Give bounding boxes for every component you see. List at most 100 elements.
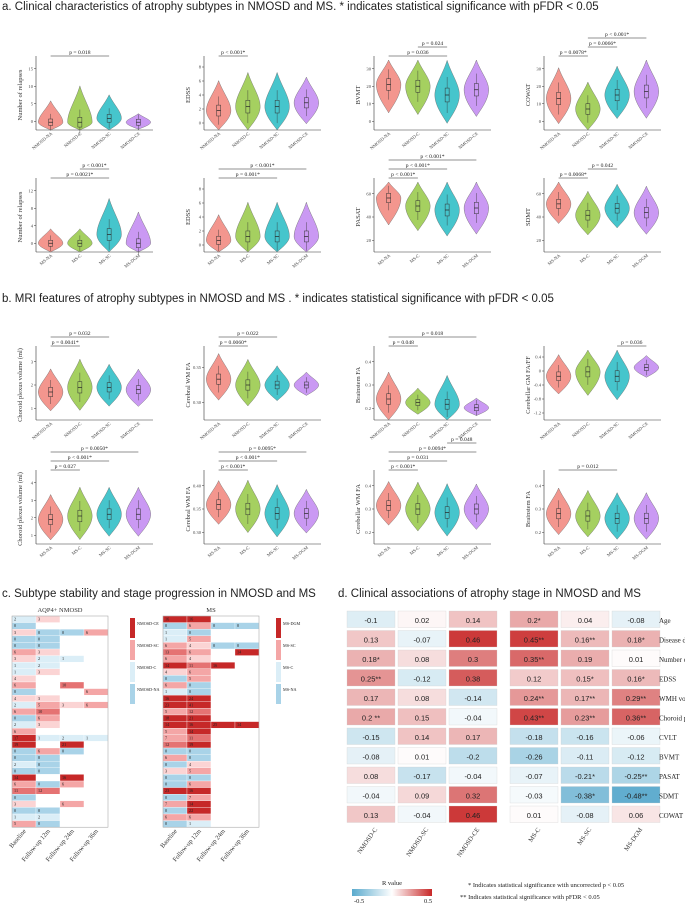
x-tick-label: NMOSD-NA <box>539 421 562 441</box>
p-value-label: p < 0.001* <box>391 464 415 470</box>
ms-assoc-cell <box>611 610 661 628</box>
x-tick-label: MS-NA <box>39 545 54 559</box>
row-label: CVLT <box>659 734 677 742</box>
ms-assoc-cell <box>611 766 661 784</box>
nmosd-assoc-cell-value: -0.14 <box>464 694 481 703</box>
nmosd-cell-value: 0 <box>62 749 64 754</box>
nmosd-cell-value: 0 <box>38 630 40 635</box>
ms-cell <box>234 794 260 801</box>
y-tick-label: 4 <box>31 223 34 228</box>
heatmap-d: -0.1 0.02 0.14 0.13 -0.07 0.46 0.18* 0.08 0.3 0.2… <box>346 610 685 905</box>
p-value-label: p < 0.001* <box>406 163 430 169</box>
y-tick-label: 0.2 <box>535 530 541 535</box>
y-tick-label: 1 <box>31 533 34 538</box>
x-tick-label: MS-DGM <box>291 253 309 269</box>
y-tick-label: 6 <box>199 79 202 84</box>
violin-MS-DGM <box>125 486 151 537</box>
nmosd-cell <box>35 774 61 782</box>
ms-assoc-cell-value: 0.17** <box>575 694 596 703</box>
ms-assoc-cell-value: -0.38* <box>575 791 595 800</box>
x-tick-label: MS-DGM <box>123 545 141 561</box>
violin-MS-NA <box>546 487 572 536</box>
nmosd-cell <box>83 642 109 650</box>
p-value-label: p = 0.031 <box>407 455 429 461</box>
panel-a8: 20 40 60 SDMT MS-NA MS-C MS-SC MS-DGM p = 0.0068… <box>525 163 661 269</box>
ms-cell-value: 16 <box>189 722 193 727</box>
nmosd-assoc-cell-value: 0.08 <box>415 694 430 703</box>
nmosd-cell <box>83 675 109 683</box>
nmosd-cell-value: 6 <box>14 650 16 655</box>
y-tick-label: 2 <box>199 229 202 234</box>
nmosd-cell-value: 2 <box>14 702 16 707</box>
p-value-label: p = 0.048 <box>393 340 415 346</box>
x-tick-label: NMOSD-SC <box>258 131 279 150</box>
nmosd-cell <box>59 615 85 623</box>
violin-MS-DGM <box>293 488 319 534</box>
y-tick-label: -0.4 <box>534 383 542 388</box>
violin-MS-SC <box>434 483 460 537</box>
violin-NMOSD-CE <box>463 59 489 117</box>
ms-cell-value: 16 <box>189 788 193 793</box>
nmosd-cell-value: 2 <box>38 663 40 668</box>
nmosd-cell <box>83 681 109 689</box>
p-value-label: p = 0.0068* <box>560 172 587 178</box>
y-tick-label: 2 <box>199 107 202 112</box>
nmosd-cell-value: 6 <box>62 801 64 806</box>
ms-cell <box>234 681 260 689</box>
ms-assoc-cell <box>611 630 661 648</box>
row-label: Disease duration <box>659 636 685 644</box>
nmosd-cell <box>83 780 109 788</box>
nmosd-assoc-cell-value: -0.08 <box>362 752 379 761</box>
y-tick-label: 6 <box>199 201 202 206</box>
row-label: EDSS <box>659 675 676 683</box>
ms-assoc-cell-value: -0.18 <box>525 733 542 742</box>
ms-assoc-cell-value: 0.24** <box>524 694 545 703</box>
nmosd-assoc-cell <box>448 630 498 648</box>
ms-cell <box>210 681 236 689</box>
violin-MS-C <box>575 190 601 236</box>
x-tick-label: NMOSD-SC <box>258 421 279 440</box>
nmosd-assoc-cell <box>397 708 447 726</box>
row-label: PASAT <box>659 773 680 781</box>
x-tick-label: NMOSD-CE <box>287 421 309 440</box>
ms-assoc-cell <box>611 805 661 823</box>
nmosd-cell <box>83 695 109 702</box>
ms-assoc-cell <box>509 727 559 745</box>
ms-cell <box>234 820 260 828</box>
ms-assoc-cell-value: 0.16* <box>627 674 645 683</box>
nmosd-assoc-cell <box>397 747 447 765</box>
y-tick-label: 10 <box>366 101 371 106</box>
nmosd-cell <box>59 642 85 650</box>
ms-cell-value: 18 <box>165 716 169 721</box>
ms-cell <box>210 701 236 709</box>
nmosd-assoc-cell-value: 0.01 <box>415 752 430 761</box>
y-tick-label: 1 <box>31 406 34 411</box>
y-tick-label: 5 <box>31 101 34 106</box>
y-tick-label: 20 <box>536 238 541 243</box>
p-value-label: p = 0.0021* <box>66 172 93 178</box>
p-value-label: p = 0.027 <box>55 464 77 470</box>
y-axis-label: COWAT <box>525 84 532 106</box>
ms-assoc-cell-value: 0.01 <box>527 811 542 820</box>
ms-cell <box>234 813 260 821</box>
y-axis-label: EDSS <box>185 87 192 103</box>
x-tick-label: NMOSD-SC <box>428 421 449 440</box>
ms-cell <box>234 787 260 795</box>
nmosd-cell-value: 0 <box>14 689 16 694</box>
y-tick-label: 0.30 <box>193 530 202 535</box>
ms-cell-value: 5 <box>165 709 167 714</box>
x-tick-label: NMOSD-NA <box>369 131 392 151</box>
ms-cell-value: 4 <box>189 762 192 767</box>
nmosd-cell <box>83 708 109 716</box>
ms-cell <box>210 807 236 815</box>
ms-cell <box>210 754 236 762</box>
nmosd-cell <box>83 800 109 808</box>
nmosd-cell <box>59 754 85 762</box>
p-value-label: p < 0.001* <box>221 464 245 470</box>
nmosd-assoc-cell-value: 0.15 <box>415 713 430 722</box>
nmosd-cell <box>83 807 109 815</box>
ms-assoc-cell-value: 0.29** <box>626 694 647 703</box>
panel-a4: 0 10 20 30 COWAT NMOSD-NA NMOSD-C NMOSD-SC NMOSD… <box>525 32 661 151</box>
panel-a2: 0 2 4 6 8 EDSS NMOSD-NA NMOSD-C NMOSD-SC NMOSD-CE… <box>185 50 321 151</box>
